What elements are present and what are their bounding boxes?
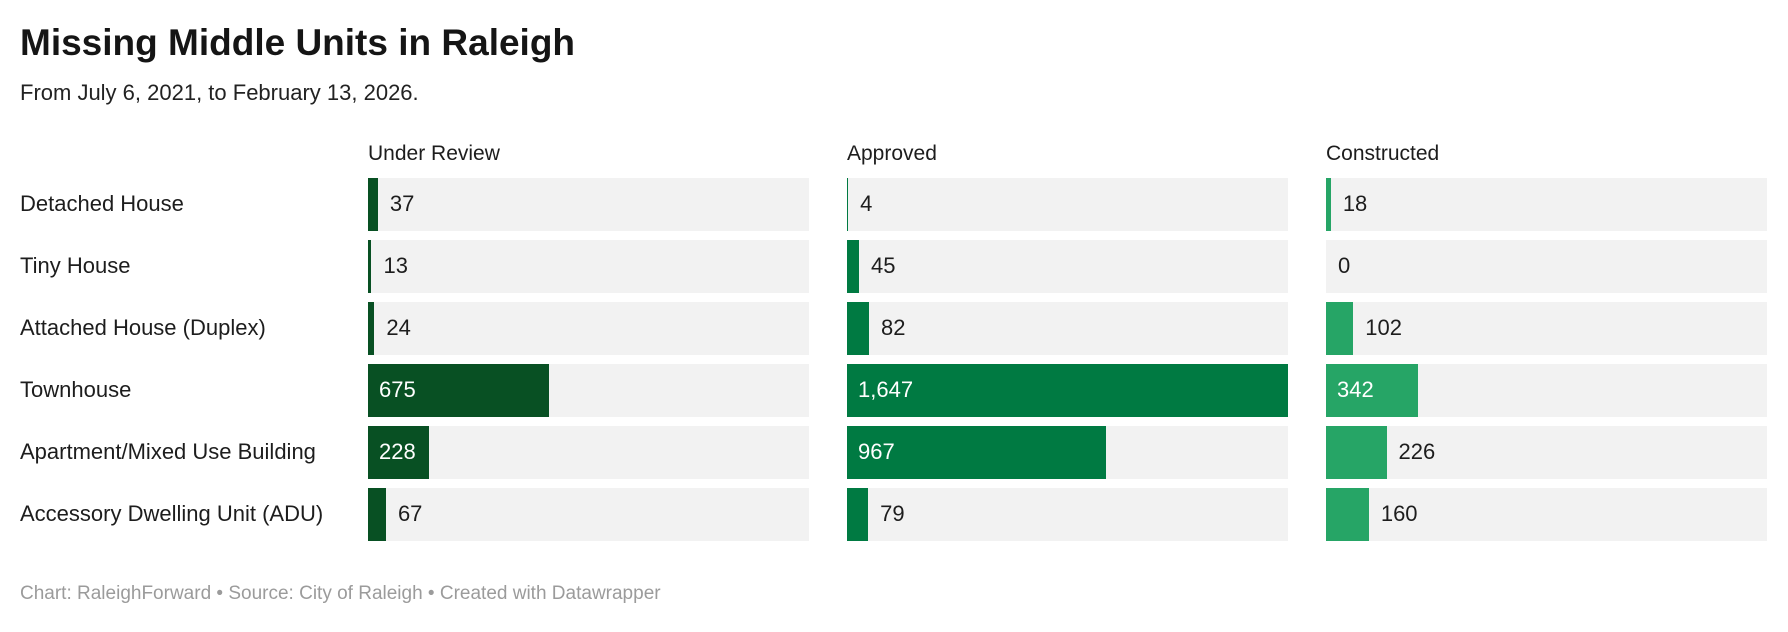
column-header-constructed: Constructed <box>1326 141 1440 165</box>
bar-value-label: 18 <box>1342 191 1368 217</box>
bar-track: 967 <box>847 425 1288 479</box>
bar <box>847 239 860 293</box>
bar-chart: Under Review Approved Constructed Detached … <box>20 141 1767 541</box>
row-label: Detached House <box>20 191 184 217</box>
bar-track: 45 <box>847 239 1288 293</box>
bar: 228 <box>368 425 430 479</box>
bar-value-label: 0 <box>1338 253 1351 279</box>
bar <box>1326 301 1354 355</box>
bar-track: 0 <box>1326 239 1767 293</box>
bar <box>847 487 869 541</box>
chart-footer: Chart: RaleighForward • Source: City of … <box>20 582 661 604</box>
bar-track: 160 <box>1326 487 1767 541</box>
chart-title: Missing Middle Units in Raleigh <box>20 22 576 63</box>
bar-track: 4 <box>847 177 1288 231</box>
chart-subtitle: From July 6, 2021, to February 13, 2026. <box>20 80 419 106</box>
bar-track: 1,647 <box>847 363 1288 417</box>
bar-track: 24 <box>368 301 809 355</box>
bar-value-label: 342 <box>1337 377 1374 403</box>
row-label: Accessory Dwelling Unit (ADU) <box>20 501 324 527</box>
bar-value-label: 967 <box>858 439 895 465</box>
bar-value-label: 24 <box>386 315 411 341</box>
bar <box>1326 177 1331 231</box>
bar-track: 18 <box>1326 177 1767 231</box>
bar-track: 226 <box>1326 425 1767 479</box>
bar-track: 13 <box>368 239 809 293</box>
bar-track: 67 <box>368 487 809 541</box>
bar-value-label: 228 <box>379 439 416 465</box>
bar <box>1326 487 1369 541</box>
bar-track: 228 <box>368 425 809 479</box>
bar: 1,647 <box>847 363 1288 417</box>
bar: 675 <box>368 363 549 417</box>
bar-track: 82 <box>847 301 1288 355</box>
bar-value-label: 675 <box>379 377 416 403</box>
bar <box>847 177 849 231</box>
bar: 967 <box>847 425 1106 479</box>
row-label: Apartment/Mixed Use Building <box>20 439 316 465</box>
column-header-approved: Approved <box>847 141 937 165</box>
bar-track: 37 <box>368 177 809 231</box>
bar-value-label: 67 <box>397 501 423 527</box>
bar <box>368 487 386 541</box>
bar <box>847 301 869 355</box>
bar-value-label: 160 <box>1380 501 1418 527</box>
bar-value-label: 45 <box>871 253 896 279</box>
row-label: Attached House (Duplex) <box>20 315 266 341</box>
column-header-under-review: Under Review <box>368 141 500 165</box>
bar <box>368 177 378 231</box>
bar-value-label: 4 <box>860 191 873 217</box>
bar-track: 102 <box>1326 301 1767 355</box>
bar <box>1326 425 1387 479</box>
bar-track: 342 <box>1326 363 1767 417</box>
bar-value-label: 1,647 <box>858 377 914 403</box>
bar-track: 675 <box>368 363 809 417</box>
bar-value-label: 82 <box>880 315 906 341</box>
row-label: Tiny House <box>20 253 131 279</box>
bar-value-label: 226 <box>1398 439 1436 465</box>
column-header-spacer <box>20 166 330 169</box>
row-label: Townhouse <box>20 377 132 403</box>
bar <box>368 239 372 293</box>
bar-value-label: 13 <box>383 253 408 279</box>
bar-track: 79 <box>847 487 1288 541</box>
bar <box>368 301 375 355</box>
bar-value-label: 102 <box>1365 315 1403 341</box>
bar-value-label: 37 <box>389 191 415 217</box>
bar: 342 <box>1326 363 1418 417</box>
bar-value-label: 79 <box>880 501 905 527</box>
